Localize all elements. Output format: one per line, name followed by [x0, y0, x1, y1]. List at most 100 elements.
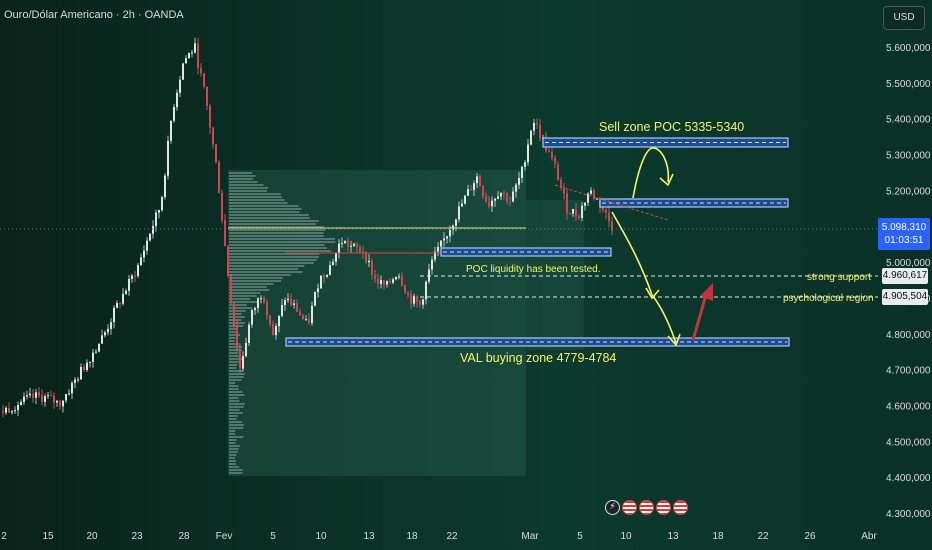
candle-body: [596, 198, 598, 200]
sell-zone-label: Sell zone POC 5335-5340: [599, 120, 744, 134]
volume-profile-bar: [229, 454, 237, 456]
candle-body: [188, 52, 190, 59]
candle-body: [170, 120, 172, 141]
candle-body: [587, 193, 589, 203]
x-tick-label: 18: [406, 531, 418, 542]
volume-profile-bar: [229, 448, 239, 450]
candle-body: [95, 351, 97, 353]
volume-profile-bar: [229, 445, 240, 447]
volume-profile-bar: [229, 220, 319, 222]
y-tick-label: 5.000,000: [886, 258, 931, 269]
candle-body: [32, 393, 34, 398]
candle-body: [152, 226, 154, 234]
candle-body: [473, 183, 475, 191]
candle-body: [14, 410, 16, 412]
x-tick-label: 22: [757, 531, 769, 542]
candle-body: [20, 401, 22, 406]
candle-body: [320, 275, 322, 289]
candle-body: [248, 324, 250, 343]
candle-body: [68, 393, 70, 395]
flash-icon[interactable]: ⚡: [605, 500, 620, 515]
candle-body: [299, 311, 301, 316]
candle-body: [272, 324, 274, 336]
candle-body: [125, 290, 127, 294]
x-tick-label: 20: [86, 531, 98, 542]
candle-body: [38, 392, 40, 396]
poc-liquidity-rect[interactable]: [440, 247, 612, 257]
time-axis[interactable]: 2 15 20 23 28 Fev 5 10 13 18 22 Mar 5 10 13 18 22 26 Abr: [1, 531, 877, 542]
candle-body: [134, 275, 136, 277]
candle-body: [371, 260, 373, 276]
candle-body: [302, 315, 304, 320]
x-tick-label: 13: [363, 531, 375, 542]
candle-body: [113, 307, 115, 323]
volume-profile-bar: [229, 292, 261, 294]
candle-body: [329, 265, 331, 275]
x-tick-label: 26: [804, 531, 816, 542]
candle-body: [443, 238, 445, 241]
us-flag-icon[interactable]: [622, 500, 637, 515]
volume-profile-bar: [229, 172, 253, 174]
candle-body: [92, 352, 94, 362]
candle-body: [404, 285, 406, 294]
volume-profile-bar: [229, 196, 282, 198]
candle-body: [251, 309, 253, 325]
val-zone-rect[interactable]: [285, 337, 790, 347]
candle-body: [47, 395, 49, 397]
us-flag-icon[interactable]: [639, 500, 654, 515]
volume-profile-bar: [229, 286, 267, 288]
candle-body: [401, 276, 403, 286]
candle-body: [290, 298, 292, 305]
x-tick-label: 28: [178, 531, 190, 542]
volume-profile-area-2: [526, 200, 584, 350]
candle-body: [410, 294, 412, 304]
volume-profile-bar: [229, 217, 310, 219]
candle-body: [533, 122, 535, 131]
candle-body: [53, 395, 55, 403]
candle-body: [137, 265, 139, 276]
volume-profile-bar: [229, 298, 251, 300]
candle-body: [563, 187, 565, 194]
volume-profile-bar: [229, 463, 237, 465]
volume-profile-bar: [229, 352, 239, 354]
candle-body: [182, 63, 184, 80]
candle-body: [317, 288, 319, 292]
candle-body: [485, 196, 487, 203]
resistance-rect[interactable]: [599, 198, 789, 208]
candle-body: [332, 261, 334, 266]
candle-body: [368, 260, 370, 263]
candle-body: [104, 332, 106, 336]
val-zone-label: VAL buying zone 4779-4784: [460, 351, 616, 365]
volume-profile-bar: [229, 310, 246, 312]
candle-body: [314, 291, 316, 306]
candle-body: [230, 276, 232, 304]
y-tick-label: 4.600,000: [886, 401, 931, 412]
candle-body: [176, 92, 178, 108]
y-tick-label: 5.300,000: [886, 151, 931, 162]
candle-body: [581, 205, 583, 218]
current-price-value: 5.098,310: [881, 222, 927, 233]
x-tick-label: 2: [1, 531, 7, 542]
candle-body: [437, 246, 439, 252]
candle-body: [311, 305, 313, 324]
volume-profile-bar: [229, 280, 282, 282]
currency-selector[interactable]: USD: [883, 6, 925, 30]
candle-body: [212, 127, 214, 145]
volume-profile-bar: [229, 241, 336, 243]
us-flag-icon[interactable]: [673, 500, 688, 515]
candle-body: [80, 366, 82, 380]
candle-body: [287, 298, 289, 301]
sell-zone-rect[interactable]: [542, 137, 789, 148]
candle-body: [425, 281, 427, 300]
candle-body: [143, 250, 145, 258]
volume-profile-bar: [229, 181, 258, 183]
volume-profile-bar: [229, 226, 324, 228]
volume-profile-bar: [229, 178, 253, 180]
candle-body: [449, 229, 451, 237]
volume-profile-bar: [229, 238, 335, 240]
volume-profile-bar: [229, 400, 240, 402]
candle-body: [44, 396, 46, 402]
candle-body: [245, 342, 247, 357]
us-flag-icon[interactable]: [656, 500, 671, 515]
